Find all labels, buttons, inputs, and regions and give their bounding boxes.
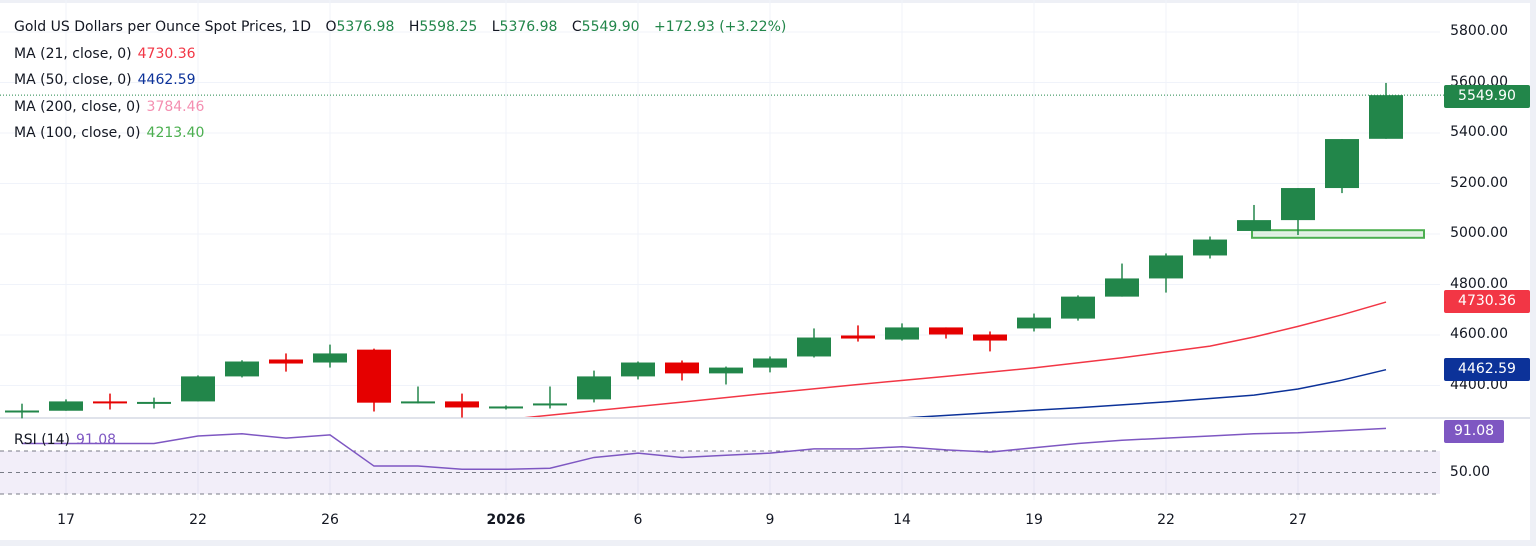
candle-body bbox=[181, 376, 215, 402]
price-axis-label: 4600.00 bbox=[1450, 326, 1508, 342]
ma50-line bbox=[907, 368, 1387, 417]
symbol-row: Gold US Dollars per Ounce Spot Prices, 1… bbox=[14, 14, 786, 41]
candle-body bbox=[1237, 220, 1271, 231]
rsi-legend[interactable]: RSI (14) 91.08 bbox=[14, 432, 116, 448]
time-axis-label: 22 bbox=[1157, 512, 1175, 528]
time-axis-label: 2026 bbox=[486, 512, 526, 528]
low-value: 5376.98 bbox=[499, 19, 558, 35]
symbol-title: Gold US Dollars per Ounce Spot Prices, 1… bbox=[14, 19, 311, 35]
time-axis-label: 17 bbox=[57, 512, 75, 528]
price-axis-label: 5800.00 bbox=[1450, 23, 1508, 39]
rsi-value: 91.08 bbox=[75, 432, 117, 448]
candle-body bbox=[797, 337, 831, 357]
price-axis-label: 4800.00 bbox=[1450, 275, 1508, 292]
top-border bbox=[0, 0, 1536, 3]
indicator-ma50[interactable]: MA (50, close, 0) 4462.59 bbox=[14, 67, 786, 94]
indicator-label: MA (50, close, 0) bbox=[14, 72, 132, 88]
time-axis-label: 27 bbox=[1289, 512, 1307, 528]
candle-body bbox=[401, 401, 435, 404]
ma50-price-tag: 4462.59 bbox=[1444, 358, 1530, 381]
rsi-line bbox=[22, 427, 1387, 471]
price-axis-label: 5200.00 bbox=[1450, 174, 1508, 191]
candle-body bbox=[93, 401, 127, 404]
candle-body bbox=[841, 335, 875, 339]
candle-body bbox=[357, 349, 391, 403]
candle-body bbox=[1281, 188, 1315, 221]
rsi-value-tag: 91.08 bbox=[1444, 420, 1504, 443]
candle-body bbox=[5, 410, 39, 413]
indicator-value: 4462.59 bbox=[137, 72, 196, 88]
price-axis-label: 5000.00 bbox=[1450, 225, 1508, 241]
time-axis-label: 6 bbox=[633, 512, 643, 528]
time-axis-label: 9 bbox=[765, 512, 775, 528]
indicator-ma100[interactable]: MA (100, close, 0) 4213.40 bbox=[14, 120, 786, 147]
candle-body bbox=[665, 362, 699, 374]
chart-legend: Gold US Dollars per Ounce Spot Prices, 1… bbox=[14, 14, 786, 147]
time-axis-label: 19 bbox=[1025, 512, 1043, 528]
candle-body bbox=[577, 376, 611, 400]
candle-body bbox=[1017, 317, 1051, 329]
close-value: 5549.90 bbox=[581, 19, 640, 35]
candle-body bbox=[313, 353, 347, 363]
candle-body bbox=[49, 401, 83, 411]
last-price-tag: 5549.90 bbox=[1444, 85, 1530, 108]
indicator-label: MA (200, close, 0) bbox=[14, 98, 141, 115]
candle-body bbox=[445, 401, 479, 408]
candle-body bbox=[709, 367, 743, 374]
support-zone-rectangle bbox=[1251, 229, 1425, 239]
candle-body bbox=[1105, 278, 1139, 297]
high-value: 5598.25 bbox=[419, 19, 478, 35]
time-axis-label: 26 bbox=[321, 512, 339, 528]
candle-body bbox=[533, 403, 567, 406]
candle-body bbox=[929, 327, 963, 335]
candle-body bbox=[225, 361, 259, 377]
candle-body bbox=[1193, 239, 1227, 256]
indicator-ma21[interactable]: MA (21, close, 0) 4730.36 bbox=[14, 41, 786, 68]
rsi-label: RSI (14) bbox=[14, 432, 70, 448]
indicator-value: 3784.46 bbox=[146, 98, 205, 115]
indicator-value: 4730.36 bbox=[137, 45, 196, 62]
time-axis-label: 14 bbox=[893, 512, 911, 528]
candle-body bbox=[269, 359, 303, 364]
candle-body bbox=[753, 358, 787, 368]
indicator-label: MA (100, close, 0) bbox=[14, 125, 141, 141]
price-axis-label: 5400.00 bbox=[1450, 124, 1508, 140]
candle-body bbox=[1149, 255, 1183, 279]
bottom-border bbox=[0, 540, 1536, 546]
low-label: L bbox=[491, 19, 500, 35]
candle-body bbox=[621, 362, 655, 377]
indicator-label: MA (21, close, 0) bbox=[14, 45, 132, 62]
candle-body bbox=[885, 327, 919, 340]
rsi-axis-label: 50.00 bbox=[1449, 463, 1490, 480]
close-label: C bbox=[571, 19, 582, 35]
ma21-line bbox=[524, 301, 1387, 417]
time-axis-label: 22 bbox=[189, 512, 207, 528]
change-value: +172.93 (+3.22%) bbox=[654, 19, 787, 35]
right-border bbox=[1530, 0, 1536, 546]
candle-body bbox=[489, 406, 523, 409]
candle-body bbox=[1325, 139, 1359, 189]
indicator-value: 4213.40 bbox=[146, 125, 205, 141]
open-label: O bbox=[325, 19, 337, 35]
high-label: H bbox=[408, 19, 420, 35]
ma21-price-tag: 4730.36 bbox=[1444, 290, 1530, 313]
indicator-ma200[interactable]: MA (200, close, 0) 3784.46 bbox=[14, 94, 786, 121]
open-value: 5376.98 bbox=[336, 19, 395, 35]
candle-body bbox=[1369, 95, 1403, 139]
candle-body bbox=[1061, 296, 1095, 319]
candle-body bbox=[137, 401, 171, 404]
candle-body bbox=[973, 334, 1007, 341]
